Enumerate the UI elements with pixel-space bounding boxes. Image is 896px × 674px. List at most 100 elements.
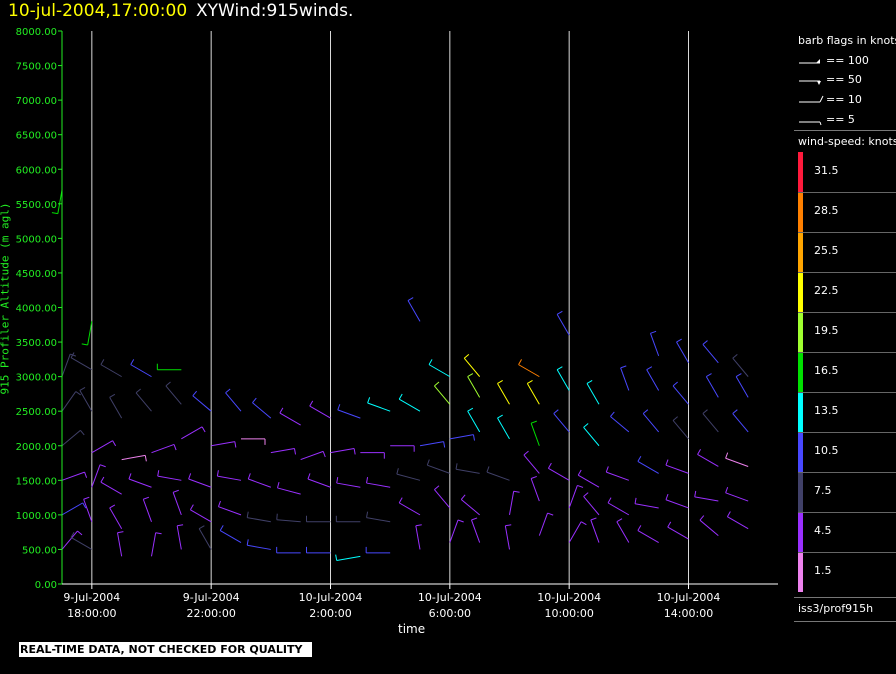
wind-barb bbox=[620, 365, 630, 391]
y-tick-label: 1500.00 bbox=[16, 476, 57, 487]
wind-barb bbox=[100, 476, 122, 495]
wind-barb bbox=[61, 429, 85, 447]
barb-feather bbox=[637, 455, 642, 462]
barb-feather bbox=[463, 354, 470, 359]
barb-feather bbox=[51, 212, 58, 215]
barb-staff bbox=[727, 516, 749, 530]
barb-feather bbox=[616, 518, 623, 523]
barb-feather bbox=[467, 373, 474, 378]
wind-barb bbox=[211, 441, 237, 448]
barb-staff bbox=[117, 532, 123, 557]
barb-staff bbox=[449, 519, 459, 543]
barb-staff bbox=[330, 448, 355, 454]
barb-staff bbox=[434, 489, 451, 509]
barb-staff bbox=[697, 454, 719, 467]
barb-feather bbox=[82, 502, 87, 509]
barb-feather bbox=[109, 504, 116, 509]
barb-feather bbox=[457, 519, 464, 523]
wind-barb bbox=[735, 373, 749, 398]
barb-feather bbox=[460, 494, 466, 500]
barb-staff bbox=[157, 475, 182, 481]
barb-staff bbox=[211, 441, 235, 447]
y-tick-label: 5500.00 bbox=[16, 200, 57, 211]
barb-staff bbox=[396, 473, 421, 481]
x-tick-hour: 14:00:00 bbox=[664, 607, 713, 620]
barb-staff bbox=[676, 341, 689, 364]
barb-staff bbox=[70, 357, 93, 371]
barb-staff bbox=[642, 413, 660, 433]
barb-feather bbox=[590, 517, 597, 521]
y-tick-label: 3000.00 bbox=[16, 373, 57, 384]
time-gridlines bbox=[91, 31, 689, 584]
wind-barb bbox=[277, 482, 301, 495]
barb-feather bbox=[527, 380, 533, 384]
wind-barb bbox=[61, 530, 83, 550]
wind-barb bbox=[610, 411, 630, 433]
colorbar-label: 13.5 bbox=[814, 404, 839, 417]
barb-staff bbox=[109, 397, 123, 419]
colorbar-label: 22.5 bbox=[814, 284, 839, 297]
colorbar-swatch bbox=[798, 312, 803, 352]
barb-feather bbox=[366, 511, 369, 518]
wind-barb bbox=[247, 473, 272, 488]
flag-label-100: == 100 bbox=[826, 54, 869, 67]
colorbar-divider bbox=[798, 432, 896, 433]
colorbar-swatch bbox=[798, 152, 803, 192]
wind-barb bbox=[165, 381, 182, 405]
wind-barb bbox=[219, 525, 242, 543]
barb-staff bbox=[135, 392, 152, 412]
barb-staff bbox=[568, 521, 582, 543]
wind-barb bbox=[415, 524, 422, 550]
wind-barb bbox=[81, 321, 93, 346]
wind-barb bbox=[188, 473, 212, 488]
wind-barb bbox=[360, 452, 385, 459]
y-tick-label: 2500.00 bbox=[16, 407, 57, 418]
barb-feather bbox=[112, 440, 117, 447]
wind-barb bbox=[390, 445, 415, 452]
wind-barb bbox=[672, 381, 689, 405]
barb-staff bbox=[109, 507, 123, 529]
legend-panel: barb flags in knots == 100 == 50 == 10 =… bbox=[794, 30, 896, 622]
x-tick-hour: 18:00:00 bbox=[67, 607, 116, 620]
wind-barb bbox=[726, 511, 749, 530]
wind-barb bbox=[676, 338, 689, 364]
wind-barb bbox=[725, 487, 749, 502]
wind-barb bbox=[91, 464, 106, 488]
barb-feather bbox=[100, 476, 105, 483]
barb-staff bbox=[427, 464, 451, 474]
barb-staff bbox=[336, 555, 361, 562]
barb-feather bbox=[293, 448, 297, 455]
barb-staff bbox=[91, 440, 113, 454]
barb-feather bbox=[415, 524, 422, 527]
wind-barb bbox=[504, 524, 512, 550]
wind-barb bbox=[705, 373, 719, 398]
barb-staff bbox=[428, 364, 451, 378]
wind-barb bbox=[497, 380, 510, 405]
colorbar-divider bbox=[798, 512, 896, 513]
short-barb-icon bbox=[799, 121, 822, 126]
wind-barb bbox=[61, 353, 77, 377]
barb-feather bbox=[434, 485, 440, 490]
flags-legend-title: barb flags in knots bbox=[798, 34, 896, 47]
barb-staff bbox=[455, 468, 480, 474]
barb-staff bbox=[486, 471, 510, 481]
barb-staff bbox=[366, 482, 391, 488]
barb-feather bbox=[505, 524, 512, 527]
y-tick-label: 7500.00 bbox=[16, 62, 57, 73]
barb-staff bbox=[181, 426, 203, 440]
barb-staff bbox=[100, 481, 122, 495]
colorbar-swatch bbox=[798, 232, 803, 272]
barb-feather bbox=[177, 524, 184, 527]
barb-feather bbox=[70, 531, 75, 538]
barb-staff bbox=[732, 357, 749, 377]
flag-label-50: == 50 bbox=[826, 73, 862, 86]
barb-staff bbox=[665, 464, 689, 474]
barb-feather bbox=[279, 407, 284, 414]
barb-feather bbox=[336, 477, 339, 484]
barb-staff bbox=[276, 519, 301, 523]
pennant-barb-icon bbox=[799, 59, 820, 64]
barb-feather bbox=[173, 444, 177, 451]
barb-staff bbox=[398, 398, 421, 412]
y-tick-label: 7000.00 bbox=[16, 96, 57, 107]
barb-staff bbox=[172, 492, 182, 516]
